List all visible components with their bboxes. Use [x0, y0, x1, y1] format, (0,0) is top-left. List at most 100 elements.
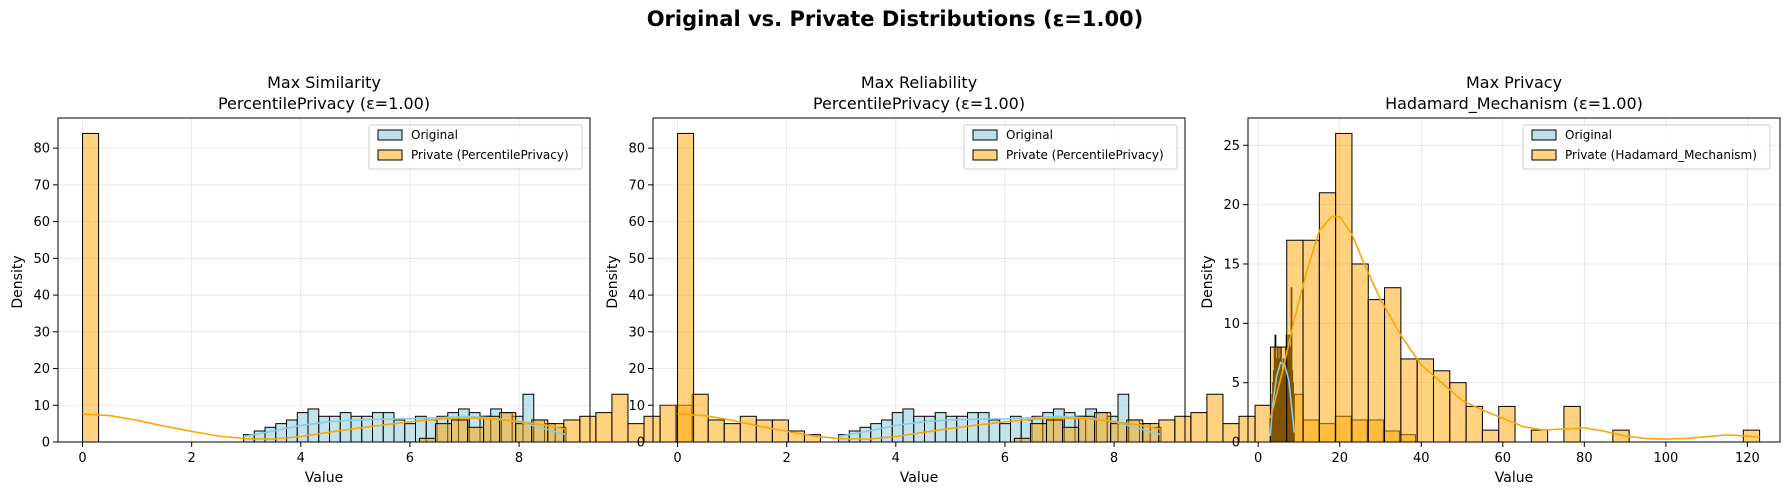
bar-private: [1206, 393, 1224, 443]
legend-label-original: Original: [1565, 128, 1612, 142]
bar-private: [659, 404, 677, 443]
bar-original: [382, 412, 395, 443]
legend-swatch-private: [1531, 149, 1557, 161]
bar-private: [723, 423, 741, 443]
x-tick-label: 4: [892, 451, 900, 466]
bar-private: [1029, 423, 1048, 443]
bar-original: [404, 423, 417, 443]
bar-private: [707, 419, 725, 443]
x-tick-label: 2: [783, 451, 791, 466]
bar-private: [1335, 132, 1353, 443]
y-tick-label: 0: [42, 436, 50, 451]
bar-private: [467, 426, 485, 443]
legend: Original Private (PercentilePrivacy): [963, 124, 1178, 170]
y-axis-label: Density: [605, 255, 621, 308]
x-tick-label: 4: [297, 451, 305, 466]
bar-private: [1254, 404, 1272, 443]
bar-private: [1465, 405, 1483, 443]
y-tick-label: 25: [1223, 139, 1240, 154]
x-axis-label: Value: [900, 470, 938, 486]
y-tick-label: 40: [628, 289, 645, 304]
x-axis-label: Value: [1495, 470, 1533, 486]
axes-frame: [57, 117, 591, 443]
y-tick-label: 5: [1232, 376, 1240, 391]
legend-swatch-private: [377, 149, 403, 161]
bar-original: [999, 423, 1012, 443]
y-tick-label: 10: [628, 399, 645, 414]
bar-private: [1174, 415, 1192, 443]
y-tick-label: 20: [33, 362, 50, 377]
bar-private: [1110, 423, 1128, 443]
bar-original: [891, 412, 904, 443]
bar-private: [1563, 405, 1581, 443]
bar-private: [1432, 370, 1451, 443]
bar-original: [286, 419, 298, 443]
x-tick-label: 20: [1331, 451, 1348, 466]
bar-private: [1238, 415, 1256, 443]
bar-private: [1400, 358, 1418, 443]
bar-private: [418, 437, 436, 443]
bar-private: [579, 415, 597, 443]
kde-line-private: [82, 413, 566, 440]
subplot-max-privacy: Max Privacy Hadamard_Mechanism (ε=1.00) …: [1200, 73, 1781, 486]
x-tick-label: 8: [1110, 451, 1118, 466]
legend-label-original: Original: [1006, 128, 1053, 142]
x-tick-label: 0: [1254, 451, 1262, 466]
legend-swatch-original: [1531, 129, 1557, 141]
bar-private: [1302, 239, 1320, 443]
y-tick-label: 15: [1223, 257, 1240, 272]
y-tick-label: 70: [33, 178, 50, 193]
bar-original: [307, 408, 320, 443]
kde-line-original: [1269, 361, 1296, 437]
bar-private: [515, 423, 533, 443]
bar-original: [924, 415, 936, 443]
y-tick-label: 40: [33, 289, 50, 304]
bar-private: [1062, 426, 1080, 443]
x-axis-label: Value: [305, 470, 343, 486]
bar-original: [934, 412, 947, 443]
bar-private: [755, 419, 773, 443]
figure-title: Original vs. Private Distributions (ε=1.…: [647, 7, 1144, 31]
x-tick-label: 0: [78, 451, 86, 466]
legend-frame: [1522, 124, 1771, 170]
legend-swatch-private: [972, 149, 998, 161]
legend-swatch-original: [377, 129, 403, 141]
bar-private: [563, 419, 581, 443]
x-tick-label: 120: [1735, 451, 1760, 466]
y-tick-label: 20: [1223, 198, 1240, 213]
bar-original: [339, 412, 352, 443]
y-axis-label: Density: [10, 255, 26, 308]
x-tick-label: 0: [673, 451, 681, 466]
legend-frame: [368, 124, 583, 170]
bar-original: [913, 415, 926, 443]
bar-private: [1351, 263, 1369, 443]
legend: Original Private (PercentilePrivacy): [368, 124, 583, 170]
y-tick-label: 20: [628, 362, 645, 377]
x-tick-label: 40: [1413, 451, 1430, 466]
kde-line-private: [1269, 215, 1760, 440]
legend: Original Private (Hadamard_Mechanism): [1522, 124, 1771, 170]
legend-label-private: Private (PercentilePrivacy): [1006, 148, 1164, 162]
bar-original: [296, 412, 309, 443]
y-tick-label: 60: [628, 215, 645, 230]
bar-private: [1013, 437, 1031, 443]
bar-private: [1498, 405, 1516, 443]
x-tick-label: 6: [406, 451, 414, 466]
bar-private: [499, 412, 517, 443]
bar-original: [967, 412, 979, 443]
subplot-title-line1: Max Reliability: [861, 73, 977, 92]
bar-private: [1046, 419, 1064, 443]
y-axis-label: Density: [1200, 255, 1216, 308]
y-tick-label: 30: [628, 325, 645, 340]
subplot-title-line2: PercentilePrivacy (ε=1.00): [218, 94, 430, 113]
bar-private: [595, 412, 613, 443]
legend-label-original: Original: [411, 128, 458, 142]
subplot-title-line2: Hadamard_Mechanism (ε=1.00): [1385, 94, 1643, 114]
bar-original: [902, 408, 915, 443]
kde-line-private: [677, 413, 1161, 440]
bar-private: [1367, 299, 1386, 443]
bar-original: [372, 412, 384, 443]
x-tick-label: 100: [1653, 451, 1678, 466]
subplot-title-line2: PercentilePrivacy (ε=1.00): [813, 94, 1025, 113]
bar-private: [1416, 358, 1434, 443]
